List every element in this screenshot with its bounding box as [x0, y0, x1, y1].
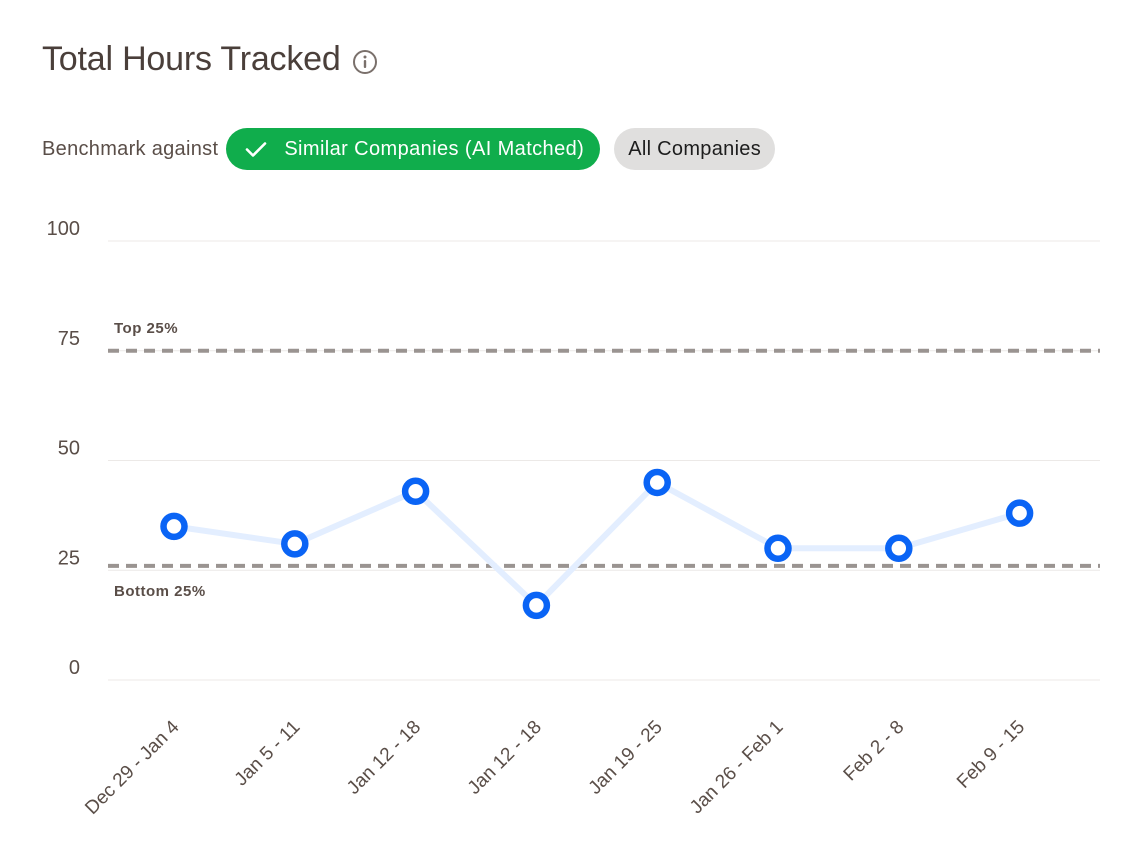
all-companies-label: All Companies: [628, 137, 762, 160]
data-point[interactable]: [1005, 499, 1034, 527]
data-point[interactable]: [643, 468, 671, 497]
top-25-label: Top 25%: [114, 320, 178, 337]
page-title: Total Hours Tracked: [42, 40, 341, 78]
data-point[interactable]: [885, 534, 913, 563]
x-tick-label: Feb 2 - 8: [840, 717, 909, 786]
x-tick-label: Jan 26 - Feb 1: [686, 717, 787, 818]
series-line: [171, 479, 1023, 609]
x-tick-label: Jan 12 - 18: [464, 717, 546, 799]
benchmark-label: Benchmark against: [42, 137, 219, 160]
check-icon: [246, 142, 267, 157]
y-tick-label: 50: [58, 438, 80, 460]
data-point[interactable]: [522, 591, 551, 620]
x-tick-label: Dec 29 - Jan 4: [81, 716, 184, 819]
info-icon[interactable]: [352, 49, 378, 75]
data-point[interactable]: [160, 512, 188, 541]
similar-companies-toggle[interactable]: Similar Companies (AI Matched): [226, 128, 601, 170]
x-tick-label: Feb 9 - 15: [953, 717, 1029, 793]
data-point[interactable]: [764, 534, 792, 563]
data-point[interactable]: [281, 530, 309, 558]
x-tick-label: Jan 19 - 25: [585, 717, 667, 799]
benchmark-selector: Benchmark against Similar Companies (AI …: [42, 128, 776, 170]
all-companies-toggle[interactable]: All Companies: [614, 128, 776, 170]
y-tick-label: 25: [58, 547, 80, 569]
bottom-25-label: Bottom 25%: [114, 583, 206, 600]
y-tick-label: 0: [69, 657, 80, 679]
title-row: Total Hours Tracked: [42, 40, 378, 79]
y-tick-label: 100: [47, 218, 80, 240]
similar-companies-label: Similar Companies (AI Matched): [284, 137, 585, 160]
y-tick-label: 75: [58, 328, 80, 350]
x-tick-label: Jan 12 - 18: [343, 717, 425, 799]
data-point[interactable]: [401, 477, 430, 505]
x-tick-label: Jan 5 - 11: [231, 717, 305, 791]
